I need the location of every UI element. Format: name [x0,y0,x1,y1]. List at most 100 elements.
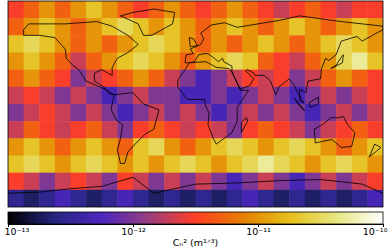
heat-cell [102,35,118,53]
heat-cell [39,1,55,19]
heat-cell [242,35,258,53]
heat-cell [71,104,87,122]
heat-cell [117,121,133,139]
heat-cell [180,156,196,174]
heat-cell [258,87,274,105]
heat-cell [211,70,227,88]
heat-cell [289,18,305,36]
heat-cell [258,18,274,36]
heat-cell [86,18,102,36]
heat-cell [133,138,149,156]
heat-cell [71,138,87,156]
heat-cell [71,190,87,207]
heat-cell [86,87,102,105]
heat-cell [336,190,352,207]
colorbar-tick-label: 10⁻¹⁰ [363,226,388,237]
heat-cell [289,35,305,53]
heat-cell [242,121,258,139]
heat-cell [211,173,227,191]
heat-cell [86,190,102,207]
plot-area [8,1,383,207]
heat-cell [321,35,337,53]
heat-cell [227,156,243,174]
heat-cell [196,87,212,105]
heat-cell [211,1,227,19]
map-frame [8,1,383,207]
heat-cell [352,138,368,156]
heat-cell [274,104,290,122]
heat-cell [352,1,368,19]
heat-cell [39,138,55,156]
heat-cell [258,138,274,156]
heat-cell [274,190,290,207]
heat-cell [321,70,337,88]
heat-cell [242,53,258,71]
colorbar-axis-line [9,225,384,228]
coastline [111,93,159,164]
heat-cell [367,1,383,19]
heat-cell [86,156,102,174]
heat-cell [24,104,40,122]
heat-cell [305,53,321,71]
heat-cell [164,121,180,139]
heat-cell [149,138,165,156]
heat-cell [336,156,352,174]
coastline [185,16,383,103]
heat-cell [196,70,212,88]
heat-cell [258,35,274,53]
heat-cell [367,70,383,88]
heat-cell [86,1,102,19]
heat-cell [321,190,337,207]
heat-cell [86,104,102,122]
heat-cell [274,35,290,53]
heat-cell [39,173,55,191]
heat-cell [305,173,321,191]
heat-cell [55,138,71,156]
heat-cell [117,156,133,174]
heat-cell [24,35,40,53]
heat-cell [242,156,258,174]
heat-cell [24,1,40,19]
heat-cell [39,18,55,36]
heat-cell [180,70,196,88]
heat-cell [258,190,274,207]
heat-cell [274,121,290,139]
colorbar-axis: 10⁻¹³10⁻¹²10⁻¹¹10⁻¹⁰ [5,224,388,237]
heat-cell [258,53,274,71]
heat-cell [352,104,368,122]
heat-cell [211,156,227,174]
heat-cell [24,173,40,191]
heat-cell [367,104,383,122]
heat-cell [196,1,212,19]
heat-cell [117,53,133,71]
heat-cell [227,104,243,122]
coastline [314,117,355,148]
heat-cell [305,138,321,156]
heat-cell [133,104,149,122]
heat-cell [227,173,243,191]
heat-cell [242,190,258,207]
heat-cell [227,1,243,19]
heat-cell [55,173,71,191]
heat-cell [180,18,196,36]
heat-cell [149,156,165,174]
heat-cell [86,35,102,53]
heat-cell [211,87,227,105]
heat-cell [8,1,24,19]
heat-cell [117,87,133,105]
heat-cell [336,70,352,88]
heat-cell [71,18,87,36]
heat-cell [242,173,258,191]
heat-cell [24,70,40,88]
heat-cell [55,70,71,88]
heat-cell [117,1,133,19]
heat-cell [39,104,55,122]
heat-cell [39,35,55,53]
heat-cell [71,1,87,19]
heat-cell [352,190,368,207]
heat-cell [336,121,352,139]
heat-cell [227,190,243,207]
heat-cell [8,173,24,191]
heat-cell [24,138,40,156]
heat-cell [133,35,149,53]
